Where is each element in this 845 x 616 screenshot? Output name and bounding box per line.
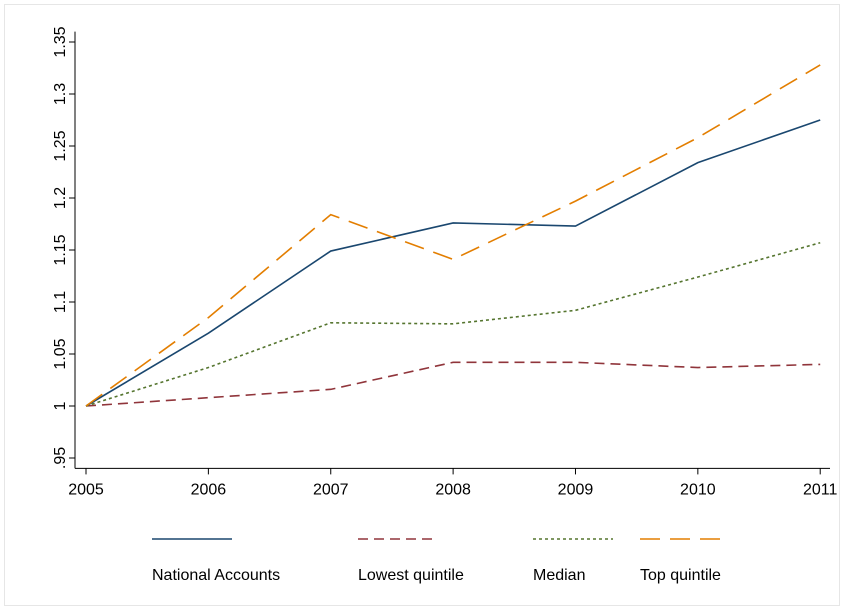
x-tick-label: 2009 [558,482,594,499]
legend-label: Lowest quintile [358,567,464,584]
frame [4,4,840,606]
series-line [85,64,821,407]
x-tick-label: 2010 [680,482,716,499]
series-line [85,119,821,407]
y-tick-label: 1.2 [52,187,69,209]
legend-label: Median [533,567,585,584]
x-tick-label: 2007 [313,482,349,499]
series-line [85,241,821,407]
y-tick-label: 1 [52,401,69,410]
series-line [85,361,821,407]
x-tick-label: 2005 [68,482,104,499]
y-tick-label: 1.15 [52,234,69,265]
y-tick-label: 1.25 [52,130,69,161]
y-tick-label: 1.3 [52,83,69,105]
legend-label: National Accounts [152,567,280,584]
legend-label: Top quintile [640,567,721,584]
x-tick-label: 2008 [435,482,471,499]
x-tick-label: 2006 [191,482,227,499]
x-tick-label: 2011 [803,482,838,499]
y-tick-label: 1.1 [52,291,69,313]
y-tick-label: 1.05 [52,338,69,369]
y-tick-label: 1.35 [52,26,69,57]
y-tick-label: .95 [52,447,69,469]
